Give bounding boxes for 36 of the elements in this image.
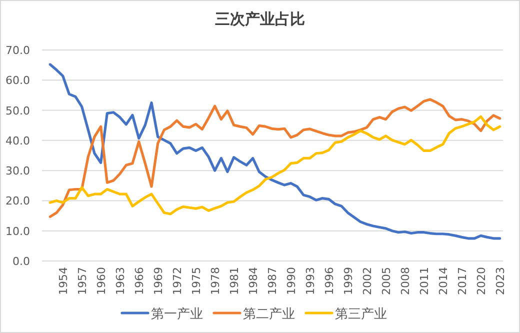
x-tick-label: 2014: [436, 267, 450, 295]
x-tick-label: 1990: [284, 267, 298, 295]
x-tick-label: 1954: [56, 267, 70, 295]
x-tick-label: 1960: [94, 267, 108, 295]
y-tick-label: 50.0: [6, 104, 30, 118]
x-tick-label: 2008: [398, 267, 412, 295]
x-tick-label: 1987: [266, 267, 279, 295]
x-tick-label: 1966: [132, 267, 146, 295]
x-tick-label: 1993: [304, 267, 317, 295]
x-tick-label: 1978: [208, 267, 222, 295]
x-tick-label: 1984: [246, 267, 260, 295]
x-tick-label: 1999: [342, 267, 355, 295]
legend-label: 第三产业: [335, 307, 387, 322]
y-tick-label: 20.0: [6, 194, 30, 208]
y-tick-label: 10.0: [6, 224, 30, 238]
y-tick-label: 0.0: [12, 255, 30, 268]
x-tick-label: 2023: [494, 267, 507, 295]
x-tick-label: 1969: [152, 267, 165, 295]
chart-title: 三次产业占比: [215, 10, 305, 28]
legend-label: 第二产业: [243, 307, 295, 322]
x-tick-label: 1975: [190, 267, 203, 295]
y-tick-label: 40.0: [6, 134, 30, 148]
x-tick-label: 2017: [456, 267, 469, 295]
x-tick-label: 2002: [360, 267, 374, 295]
legend-label: 第一产业: [151, 307, 203, 322]
x-tick-label: 1972: [170, 267, 184, 295]
x-tick-label: 1996: [322, 267, 336, 295]
y-tick-label: 30.0: [6, 164, 30, 178]
x-tick-label: 2005: [380, 267, 393, 295]
y-tick-label: 70.0: [6, 44, 30, 57]
x-tick-label: 1963: [114, 267, 127, 295]
y-tick-label: 60.0: [6, 74, 30, 88]
x-tick-label: 1981: [228, 267, 241, 295]
x-tick-label: 1957: [76, 267, 89, 295]
x-tick-label: 2011: [418, 267, 431, 295]
x-tick-label: 2020: [474, 267, 488, 295]
